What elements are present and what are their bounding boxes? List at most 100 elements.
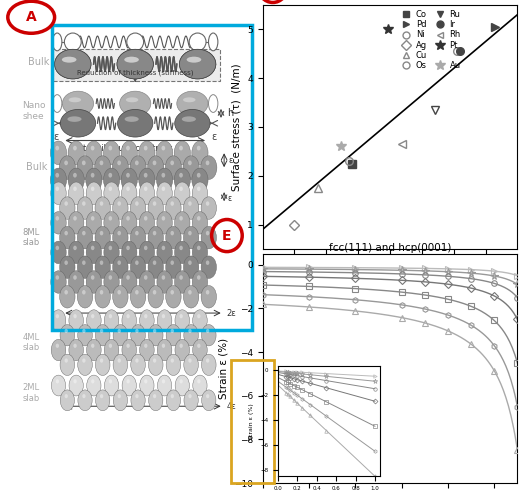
- Ellipse shape: [82, 290, 86, 294]
- Ellipse shape: [148, 197, 163, 219]
- Ellipse shape: [179, 173, 183, 177]
- Ellipse shape: [162, 275, 165, 280]
- Ellipse shape: [184, 285, 199, 308]
- Ellipse shape: [188, 161, 192, 165]
- Ellipse shape: [175, 182, 190, 205]
- Ellipse shape: [122, 339, 137, 361]
- Ellipse shape: [121, 168, 137, 192]
- Ellipse shape: [77, 354, 93, 376]
- Ellipse shape: [139, 241, 154, 264]
- Ellipse shape: [90, 146, 95, 150]
- Ellipse shape: [144, 314, 148, 318]
- Ellipse shape: [50, 141, 67, 165]
- Ellipse shape: [206, 394, 210, 398]
- Ellipse shape: [95, 324, 110, 346]
- Ellipse shape: [100, 260, 103, 265]
- Ellipse shape: [77, 197, 93, 219]
- Ellipse shape: [91, 186, 95, 191]
- Ellipse shape: [122, 310, 137, 331]
- Ellipse shape: [153, 394, 157, 398]
- Ellipse shape: [188, 231, 192, 235]
- Ellipse shape: [149, 390, 163, 411]
- Ellipse shape: [126, 275, 130, 280]
- Ellipse shape: [166, 256, 181, 279]
- Ellipse shape: [171, 260, 174, 265]
- Ellipse shape: [60, 256, 75, 279]
- Ellipse shape: [158, 375, 172, 396]
- Text: E: E: [222, 229, 232, 243]
- Ellipse shape: [144, 216, 148, 220]
- Ellipse shape: [113, 226, 128, 249]
- Ellipse shape: [51, 211, 66, 234]
- Ellipse shape: [179, 344, 183, 348]
- Ellipse shape: [100, 329, 103, 333]
- Text: Nano
shee: Nano shee: [22, 101, 46, 121]
- Ellipse shape: [139, 339, 154, 361]
- Ellipse shape: [126, 379, 130, 384]
- Ellipse shape: [103, 141, 120, 165]
- Ellipse shape: [64, 394, 68, 398]
- Ellipse shape: [153, 290, 157, 294]
- Ellipse shape: [193, 375, 207, 396]
- Text: ε: ε: [212, 132, 217, 142]
- Ellipse shape: [55, 49, 91, 79]
- Ellipse shape: [104, 271, 119, 293]
- Ellipse shape: [82, 358, 86, 363]
- Ellipse shape: [104, 339, 119, 361]
- Ellipse shape: [206, 260, 210, 265]
- Ellipse shape: [135, 394, 139, 398]
- Ellipse shape: [95, 156, 111, 179]
- Ellipse shape: [60, 354, 75, 376]
- Ellipse shape: [171, 394, 174, 398]
- Ellipse shape: [51, 375, 66, 396]
- Text: ε: ε: [228, 194, 231, 203]
- Ellipse shape: [201, 156, 217, 179]
- Ellipse shape: [161, 173, 165, 177]
- Ellipse shape: [118, 358, 121, 363]
- Ellipse shape: [87, 375, 101, 396]
- Ellipse shape: [51, 241, 66, 264]
- Ellipse shape: [113, 197, 128, 219]
- Ellipse shape: [148, 256, 163, 279]
- Ellipse shape: [78, 390, 92, 411]
- Ellipse shape: [122, 271, 137, 293]
- Ellipse shape: [91, 344, 95, 348]
- Ellipse shape: [183, 156, 199, 179]
- Ellipse shape: [197, 379, 201, 384]
- Ellipse shape: [148, 156, 164, 179]
- Ellipse shape: [209, 95, 218, 112]
- Text: ε: ε: [53, 132, 59, 142]
- Ellipse shape: [131, 226, 146, 249]
- Ellipse shape: [56, 275, 59, 280]
- Ellipse shape: [166, 354, 181, 376]
- Ellipse shape: [56, 344, 59, 348]
- Ellipse shape: [91, 216, 95, 220]
- Ellipse shape: [201, 226, 216, 249]
- Ellipse shape: [179, 275, 183, 280]
- Ellipse shape: [135, 358, 139, 363]
- Ellipse shape: [171, 161, 174, 165]
- Ellipse shape: [139, 168, 155, 192]
- Ellipse shape: [73, 246, 77, 250]
- Ellipse shape: [112, 156, 128, 179]
- Ellipse shape: [171, 201, 174, 206]
- Ellipse shape: [126, 344, 130, 348]
- Text: 2ε: 2ε: [226, 309, 236, 317]
- Text: ε: ε: [228, 156, 233, 165]
- Ellipse shape: [201, 354, 216, 376]
- Ellipse shape: [73, 275, 77, 280]
- Text: 8ML
slab: 8ML slab: [22, 228, 40, 247]
- Ellipse shape: [53, 33, 62, 51]
- FancyBboxPatch shape: [53, 49, 219, 81]
- Ellipse shape: [126, 186, 130, 191]
- Ellipse shape: [117, 49, 153, 79]
- Ellipse shape: [122, 182, 137, 205]
- Ellipse shape: [121, 141, 137, 165]
- Ellipse shape: [184, 197, 199, 219]
- Ellipse shape: [100, 394, 103, 398]
- Ellipse shape: [131, 197, 146, 219]
- Ellipse shape: [197, 275, 201, 280]
- Ellipse shape: [86, 271, 101, 293]
- Ellipse shape: [197, 186, 201, 191]
- Ellipse shape: [166, 324, 181, 346]
